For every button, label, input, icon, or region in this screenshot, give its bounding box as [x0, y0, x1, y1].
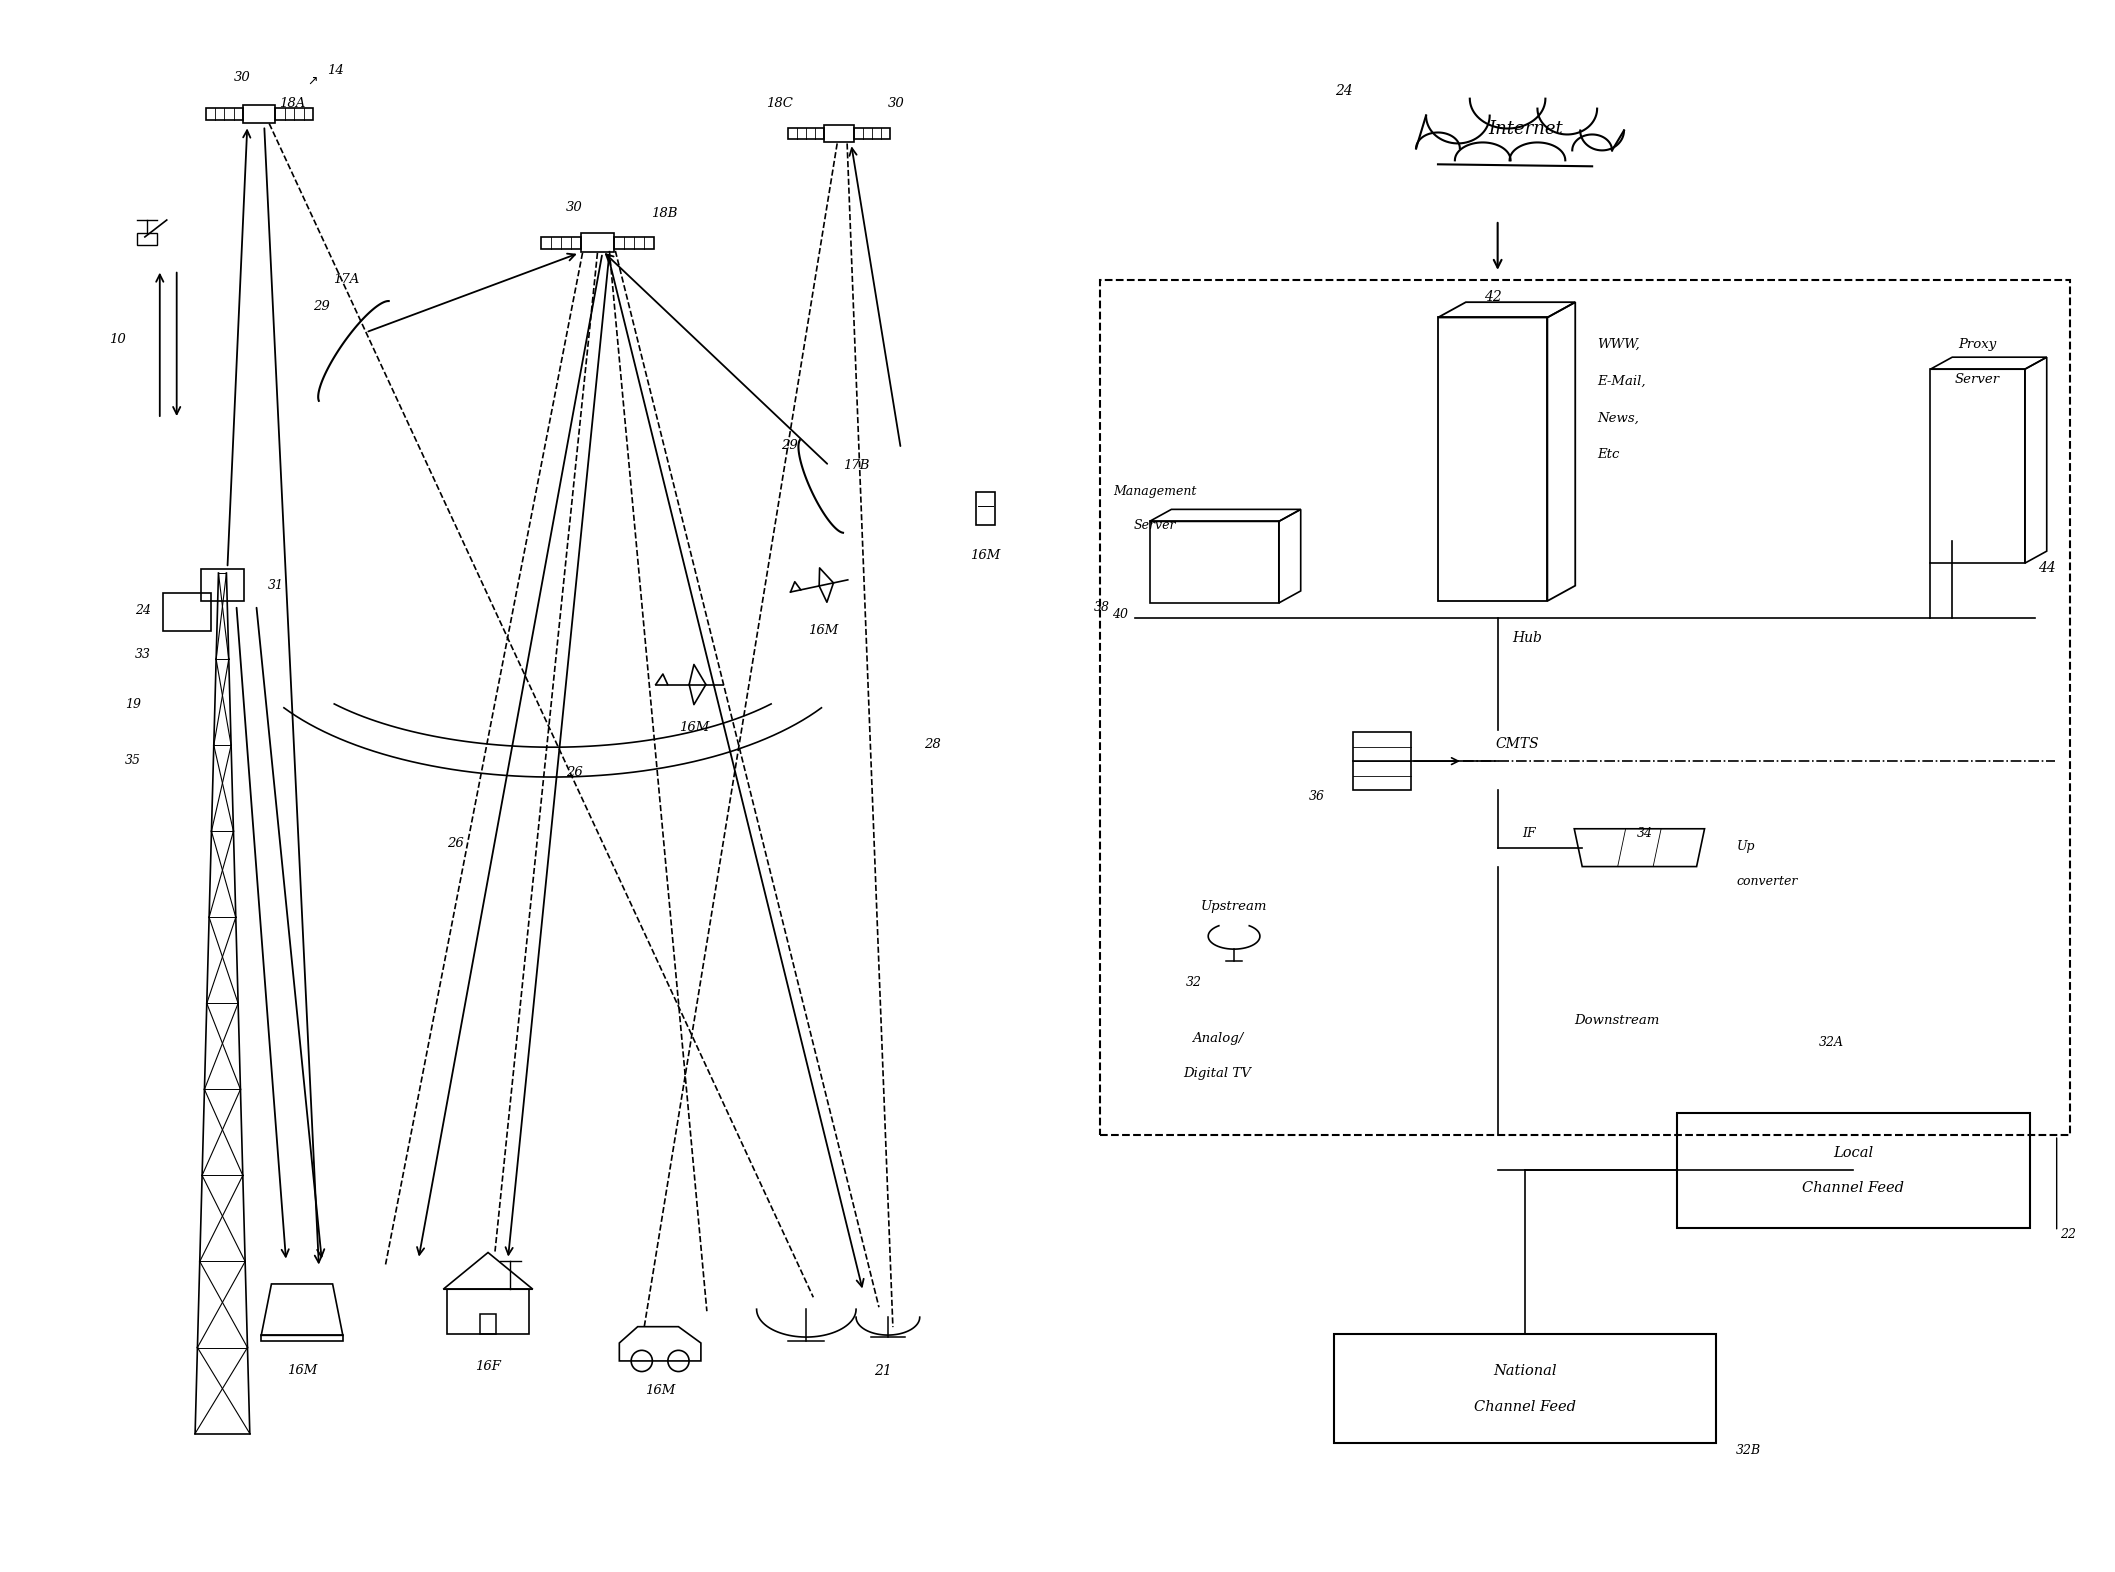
Text: 24: 24	[1335, 83, 1351, 97]
Text: 33: 33	[135, 648, 150, 662]
Text: 17A: 17A	[332, 274, 360, 286]
Text: 10: 10	[108, 333, 125, 346]
Text: National: National	[1493, 1364, 1557, 1379]
Text: Local: Local	[1834, 1146, 1874, 1160]
Text: WWW,: WWW,	[1597, 338, 1639, 351]
Text: 14: 14	[328, 64, 345, 77]
Bar	[163, 593, 212, 630]
Text: IF: IF	[1523, 827, 1535, 841]
Text: Upstream: Upstream	[1201, 899, 1267, 913]
Text: 32A: 32A	[1819, 1036, 1844, 1049]
Text: 16M: 16M	[971, 549, 1000, 561]
Text: Proxy: Proxy	[1958, 338, 1997, 351]
Text: 31: 31	[269, 578, 283, 591]
Text: 32: 32	[1187, 976, 1201, 989]
Bar	[1100, 280, 2071, 1135]
Text: converter: converter	[1736, 876, 1798, 888]
Text: Analog/: Analog/	[1191, 1033, 1244, 1045]
Text: E-Mail,: E-Mail,	[1597, 374, 1645, 388]
Text: Server: Server	[1134, 519, 1176, 531]
Text: Server: Server	[1954, 373, 1999, 385]
Bar	[137, 233, 157, 245]
Text: 22: 22	[2060, 1228, 2075, 1242]
Text: 40: 40	[1112, 608, 1127, 621]
Text: 44: 44	[2039, 561, 2056, 575]
Bar	[446, 1289, 529, 1335]
Text: 30: 30	[235, 71, 252, 85]
Text: 21: 21	[873, 1364, 893, 1379]
Text: 17B: 17B	[842, 459, 869, 472]
Text: 16M: 16M	[645, 1385, 675, 1398]
Text: 18B: 18B	[651, 206, 677, 220]
Bar	[201, 569, 245, 601]
Text: 24: 24	[135, 604, 150, 618]
Text: $\nearrow$: $\nearrow$	[305, 74, 319, 88]
Text: 26: 26	[567, 766, 584, 778]
Text: 32B: 32B	[1736, 1445, 1762, 1457]
Text: Internet: Internet	[1489, 119, 1563, 137]
Text: Channel Feed: Channel Feed	[1474, 1399, 1576, 1413]
Text: 34: 34	[1637, 827, 1652, 841]
Text: 29: 29	[780, 439, 797, 453]
Bar	[975, 492, 994, 525]
Text: 30: 30	[567, 201, 584, 214]
Bar	[262, 1335, 343, 1341]
Text: 16M: 16M	[288, 1364, 317, 1377]
Text: Digital TV: Digital TV	[1182, 1067, 1252, 1080]
Text: Channel Feed: Channel Feed	[1802, 1181, 1904, 1195]
Bar	[1354, 733, 1411, 791]
Bar	[480, 1314, 497, 1335]
Text: Hub: Hub	[1512, 630, 1542, 645]
Text: 29: 29	[313, 300, 330, 313]
Text: 16M: 16M	[808, 624, 838, 637]
Text: 28: 28	[924, 737, 941, 751]
Bar	[1677, 1113, 2030, 1228]
Text: 36: 36	[1309, 791, 1324, 803]
Text: Management: Management	[1112, 486, 1197, 498]
Text: 18C: 18C	[766, 97, 793, 110]
Text: 42: 42	[1485, 289, 1502, 303]
Text: 26: 26	[446, 838, 463, 850]
Text: Downstream: Downstream	[1574, 1014, 1660, 1027]
Text: News,: News,	[1597, 412, 1639, 424]
Text: Etc: Etc	[1597, 448, 1620, 461]
Text: CMTS: CMTS	[1495, 737, 1540, 751]
Text: 19: 19	[125, 698, 142, 711]
Text: 16M: 16M	[679, 722, 709, 734]
Text: 30: 30	[888, 97, 905, 110]
Text: 18A: 18A	[279, 97, 305, 110]
Text: 35: 35	[125, 753, 142, 767]
Text: Up: Up	[1736, 839, 1755, 854]
Text: 38: 38	[1093, 602, 1110, 615]
Bar	[1335, 1335, 1717, 1443]
Text: 16F: 16F	[476, 1360, 501, 1374]
